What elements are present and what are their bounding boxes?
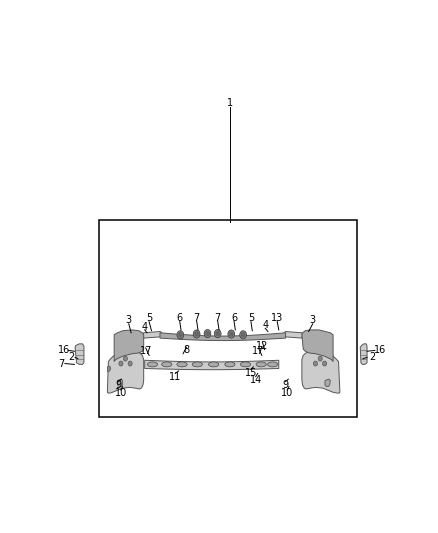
Text: 10: 10 [281,388,293,398]
Circle shape [195,332,198,336]
Polygon shape [160,333,286,341]
Circle shape [119,361,123,366]
Circle shape [318,356,322,361]
Ellipse shape [240,362,251,367]
Ellipse shape [225,362,235,367]
Polygon shape [302,350,340,393]
Text: 17: 17 [140,346,152,356]
Text: 6: 6 [177,312,183,322]
Text: 15: 15 [245,368,257,377]
Circle shape [177,330,184,339]
Text: 13: 13 [271,312,283,322]
Text: 1: 1 [226,98,233,108]
Polygon shape [302,330,333,361]
Circle shape [179,333,182,337]
Text: 4: 4 [262,320,268,330]
Polygon shape [117,379,123,386]
Text: 2: 2 [369,352,375,362]
Text: 6: 6 [231,312,237,322]
Ellipse shape [162,362,172,367]
Ellipse shape [192,362,202,367]
Circle shape [204,329,211,338]
Circle shape [228,330,235,338]
Polygon shape [145,360,279,370]
Text: 5: 5 [146,313,152,324]
Circle shape [124,356,127,361]
Text: 3: 3 [126,316,132,326]
Text: 10: 10 [114,388,127,398]
Polygon shape [75,344,84,365]
Bar [99,220,357,417]
Text: 16: 16 [374,345,386,356]
Polygon shape [114,330,144,361]
Circle shape [241,333,245,337]
Circle shape [230,332,233,336]
Text: 9: 9 [283,380,289,390]
Ellipse shape [208,362,219,367]
Circle shape [128,361,132,366]
Text: 3: 3 [310,316,316,326]
Polygon shape [142,332,162,338]
Text: 11: 11 [169,372,181,382]
Ellipse shape [268,362,278,367]
Ellipse shape [148,362,158,367]
Text: 2: 2 [68,352,74,362]
Polygon shape [360,344,367,365]
Polygon shape [325,379,330,386]
Text: 4: 4 [141,321,148,332]
Text: 8: 8 [184,345,190,356]
Text: 17: 17 [252,346,265,356]
Text: 7: 7 [215,312,221,322]
Text: 12: 12 [256,341,268,351]
Circle shape [240,330,247,339]
Polygon shape [107,366,111,372]
Circle shape [322,361,327,366]
Text: 7: 7 [58,359,64,368]
Circle shape [314,361,318,366]
Ellipse shape [256,362,266,367]
Circle shape [193,330,200,338]
Circle shape [216,332,219,336]
Text: 16: 16 [58,345,71,356]
Polygon shape [284,332,303,338]
Circle shape [206,332,209,336]
Text: 5: 5 [248,313,254,324]
Polygon shape [107,350,144,393]
Text: 14: 14 [250,375,262,385]
Text: 9: 9 [116,380,122,390]
Ellipse shape [177,362,187,367]
Circle shape [214,329,221,338]
Text: 7: 7 [194,312,200,322]
